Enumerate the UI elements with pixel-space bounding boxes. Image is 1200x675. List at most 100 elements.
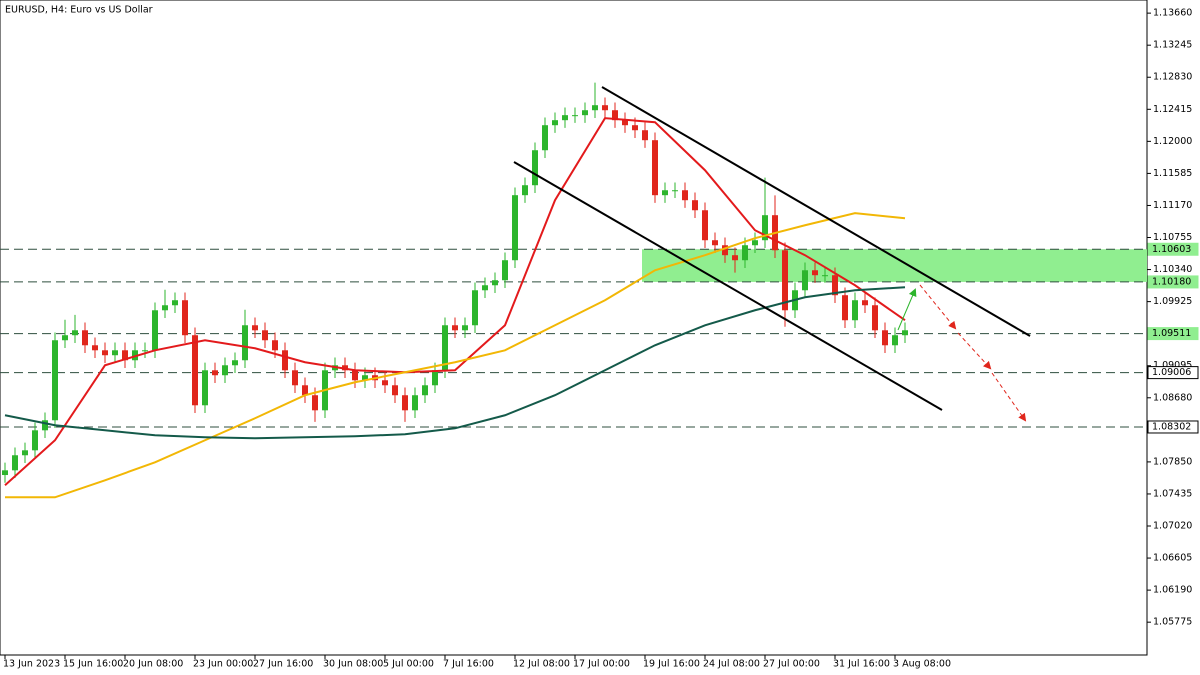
y-tick-label: 1.10755: [1153, 232, 1192, 243]
candle-body: [802, 270, 808, 291]
candle-body: [572, 115, 578, 117]
candle-body: [632, 125, 638, 131]
candle-body: [722, 245, 728, 256]
candle-body: [822, 275, 828, 277]
candle-body: [492, 280, 498, 286]
x-tick-label: 12 Jul 08:00: [513, 659, 570, 670]
level-label: 1.09006: [1152, 367, 1191, 378]
candle-body: [662, 190, 668, 196]
y-tick-label: 1.07435: [1153, 488, 1192, 499]
candle-body: [412, 395, 418, 411]
candle-body: [272, 340, 278, 351]
x-tick-label: 24 Jul 08:00: [703, 659, 760, 670]
candle-body: [542, 125, 548, 151]
level-label-box: [1147, 242, 1199, 256]
candle-body: [102, 350, 108, 356]
y-tick-label: 1.09095: [1153, 360, 1192, 371]
y-tick-label: 1.11585: [1153, 168, 1192, 179]
candle-body: [172, 300, 178, 306]
candle-body: [562, 115, 568, 121]
candle-body: [512, 195, 518, 261]
candle-body: [652, 140, 658, 196]
level-label: 1.08302: [1152, 421, 1191, 432]
candle-body: [392, 385, 398, 396]
candle-body: [622, 120, 628, 126]
moving-average: [4, 117, 906, 487]
candle-body: [642, 130, 648, 141]
y-tick-label: 1.07020: [1153, 521, 1192, 532]
candle-body: [2, 470, 8, 476]
supply-zone: [642, 249, 1147, 282]
y-tick-label: 1.13245: [1153, 40, 1192, 51]
level-label-box: [1147, 275, 1199, 289]
x-tick-label: 20 Jun 08:00: [123, 659, 183, 670]
candle-body: [112, 350, 118, 356]
arrow-up: [897, 288, 917, 331]
candle-body: [502, 260, 508, 281]
candle-body: [22, 450, 28, 456]
candle-body: [782, 250, 788, 311]
candle-body: [702, 210, 708, 241]
y-tick-label: 1.07850: [1153, 456, 1192, 467]
candle-body: [472, 290, 478, 326]
candle-body: [582, 110, 588, 116]
arrow-down: [919, 284, 957, 330]
candle-body: [712, 240, 718, 246]
level-label: 1.10603: [1152, 244, 1191, 255]
level-label-box: [1147, 327, 1199, 341]
y-tick-label: 1.09925: [1153, 296, 1192, 307]
candle-body: [482, 285, 488, 291]
level-label: 1.09511: [1152, 328, 1191, 339]
arrow-down: [991, 372, 1027, 422]
candle-body: [692, 200, 698, 211]
candle-body: [602, 105, 608, 111]
candle-body: [402, 395, 408, 411]
candle-body: [852, 300, 858, 321]
candle-body: [92, 345, 98, 351]
candle-body: [62, 335, 68, 341]
candle-body: [302, 385, 308, 396]
y-tick-label: 1.13660: [1153, 8, 1192, 19]
x-tick-label: 19 Jul 16:00: [643, 659, 700, 670]
candle-body: [352, 370, 358, 381]
x-tick-label: 31 Jul 16:00: [833, 659, 890, 670]
candle-body: [842, 295, 848, 321]
candle-body: [752, 240, 758, 246]
arrow-down: [957, 332, 992, 370]
x-tick-label: 15 Jun 16:00: [63, 659, 123, 670]
moving-average: [5, 212, 906, 499]
candle-body: [872, 305, 878, 331]
candle-body: [202, 370, 208, 406]
chart-title: EURUSD, H4: Euro vs US Dollar: [5, 5, 153, 16]
candle-body: [42, 420, 48, 431]
candle-body: [592, 105, 598, 111]
candle-body: [292, 370, 298, 386]
drawing-layer: [513, 86, 1031, 422]
x-tick-label: 5 Jul 00:00: [383, 659, 434, 670]
candle-body: [422, 385, 428, 396]
background-layer: [0, 248, 1147, 428]
candle-body: [182, 300, 188, 336]
y-tick-label: 1.08680: [1153, 392, 1192, 403]
candle-body: [162, 305, 168, 311]
candle-body: [552, 120, 558, 126]
candle-body: [72, 330, 78, 336]
candle-body: [382, 380, 388, 386]
candle-body: [362, 375, 368, 381]
candle-body: [762, 215, 768, 241]
candle-body: [222, 365, 228, 376]
candle-body: [212, 370, 218, 376]
candle-body: [682, 190, 688, 201]
candle-body: [52, 340, 58, 421]
candle-body: [32, 430, 38, 451]
candle-body: [522, 185, 528, 196]
candle-body: [532, 150, 538, 186]
candle-body: [612, 110, 618, 121]
candle-body: [152, 310, 158, 351]
y-tick-label: 1.10340: [1153, 264, 1192, 275]
candle-body: [12, 455, 18, 471]
channel-lower: [513, 161, 943, 411]
level-label-box: [1147, 420, 1199, 434]
